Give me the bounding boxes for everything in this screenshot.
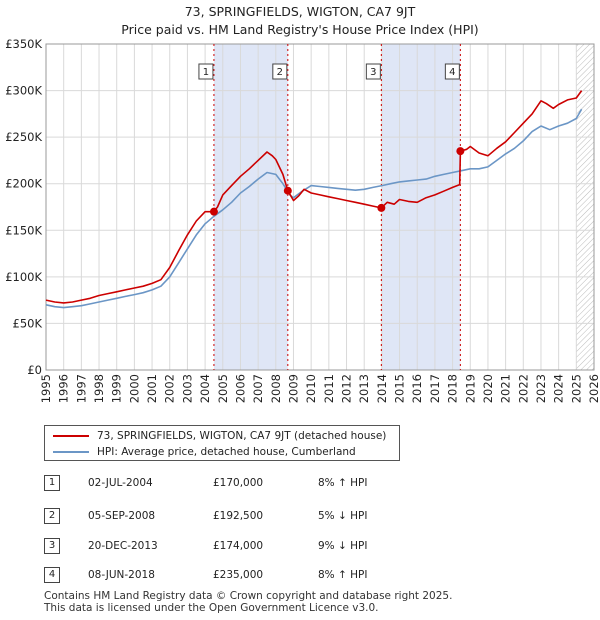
x-tick-label: 1995 (39, 374, 53, 403)
x-tick-label: 2014 (375, 374, 389, 403)
y-tick-label: £100K (5, 270, 42, 284)
legend-item-property: 73, SPRINGFIELDS, WIGTON, CA7 9JT (detac… (53, 428, 386, 444)
transaction-point (377, 203, 386, 212)
legend-label-property: 73, SPRINGFIELDS, WIGTON, CA7 9JT (detac… (97, 430, 387, 442)
x-tick-label: 2002 (163, 374, 177, 403)
y-tick-label: £50K (13, 316, 43, 330)
y-tick-label: £300K (5, 84, 42, 98)
x-tick-label: 2016 (410, 374, 424, 403)
legend-line-property (53, 435, 89, 437)
x-tick-label: 2000 (127, 374, 141, 403)
x-tick-label: 2013 (357, 374, 371, 403)
transaction-label: 1 (203, 67, 209, 78)
x-tick-label: 2025 (569, 374, 583, 403)
transaction-point (209, 207, 218, 216)
footer-copyright: Contains HM Land Registry data © Crown c… (44, 590, 453, 602)
x-tick-label: 2020 (481, 374, 495, 403)
x-tick-label: 2001 (145, 374, 159, 403)
x-tick-label: 2017 (428, 374, 442, 403)
x-tick-label: 2022 (516, 374, 530, 403)
legend-label-hpi: HPI: Average price, detached house, Cumb… (97, 446, 356, 458)
transaction-label-box (444, 63, 460, 80)
transaction-label-box (198, 63, 214, 80)
chart-subtitle: Price paid vs. HM Land Registry's House … (121, 22, 479, 37)
chart-title: 73, SPRINGFIELDS, WIGTON, CA7 9JT (184, 4, 416, 19)
x-tick-label: 2012 (340, 374, 354, 403)
x-tick-label: 2011 (322, 374, 336, 403)
transaction-label: 4 (449, 67, 455, 78)
transaction-label: 3 (370, 67, 376, 78)
x-tick-label: 2010 (304, 374, 318, 403)
transaction-date: 05-SEP-2008 (88, 510, 156, 522)
x-tick-label: 1998 (92, 374, 106, 403)
y-tick-label: £150K (5, 223, 42, 237)
x-tick-label: 2019 (463, 374, 477, 403)
price-chart: 1 2 3 4 £0 £50K £100K £150K £200K £250K £300K £350K… (5, 37, 600, 403)
y-tick-label: £250K (5, 130, 42, 144)
transaction-date: 20-DEC-2013 (88, 540, 158, 552)
transaction-label-box (365, 63, 381, 80)
x-tick-label: 2008 (269, 374, 283, 403)
x-tick-label: 2004 (198, 374, 212, 403)
transaction-price: £170,000 (213, 477, 264, 489)
transaction-hpi: 9% ↓ HPI (318, 540, 368, 552)
x-tick-label: 1997 (74, 374, 88, 403)
x-tick-label: 2021 (499, 374, 513, 403)
transaction-price: £235,000 (213, 569, 264, 581)
transaction-row: 3 20-DEC-2013 £174,000 9% ↓ HPI (0, 537, 600, 555)
transaction-row: 1 02-JUL-2004 £170,000 8% ↑ HPI (0, 474, 600, 492)
transaction-point (456, 147, 465, 156)
x-tick-label: 2015 (393, 374, 407, 403)
x-tick-label: 2023 (534, 374, 548, 403)
x-tick-label: 2026 (587, 374, 600, 403)
x-tick-label: 2009 (286, 374, 300, 403)
transaction-label: 2 (277, 67, 283, 78)
transaction-date: 08-JUN-2018 (88, 569, 155, 581)
plot-frame (45, 43, 595, 371)
transaction-price: £174,000 (213, 540, 264, 552)
transaction-point (283, 186, 292, 195)
x-tick-label: 2006 (233, 374, 247, 403)
transaction-number: 4 (44, 567, 60, 583)
y-tick-label: £350K (5, 37, 42, 51)
x-tick-label: 2005 (216, 374, 230, 403)
chart-legend: 73, SPRINGFIELDS, WIGTON, CA7 9JT (detac… (44, 425, 400, 461)
y-tick-label: £0 (27, 363, 42, 377)
footer-licence: This data is licensed under the Open Gov… (44, 602, 379, 614)
plot-background (46, 44, 594, 370)
x-tick-label: 2003 (180, 374, 194, 403)
legend-item-hpi: HPI: Average price, detached house, Cumb… (53, 444, 356, 460)
x-tick-label: 1996 (57, 374, 71, 403)
y-tick-label: £200K (5, 177, 42, 191)
transaction-date: 02-JUL-2004 (88, 477, 153, 489)
hpi-line (45, 108, 583, 309)
transaction-number: 3 (44, 538, 60, 554)
transaction-hpi: 5% ↓ HPI (318, 510, 368, 522)
x-tick-label: 2007 (251, 374, 265, 403)
legend-line-hpi (53, 451, 89, 453)
transaction-price: £192,500 (213, 510, 264, 522)
x-tick-label: 1999 (110, 374, 124, 403)
forecast-hatch (576, 44, 594, 370)
property-price-line (45, 90, 583, 304)
x-tick-label: 2024 (552, 374, 566, 403)
transaction-row: 4 08-JUN-2018 £235,000 8% ↑ HPI (0, 566, 600, 584)
x-tick-label: 2018 (446, 374, 460, 403)
transaction-label-box (272, 63, 288, 80)
transaction-number: 2 (44, 508, 60, 524)
transaction-row: 2 05-SEP-2008 £192,500 5% ↓ HPI (0, 507, 600, 525)
shaded-span (381, 44, 461, 370)
transaction-hpi: 8% ↑ HPI (318, 569, 368, 581)
transaction-hpi: 8% ↑ HPI (318, 477, 368, 489)
transaction-number: 1 (44, 475, 60, 491)
